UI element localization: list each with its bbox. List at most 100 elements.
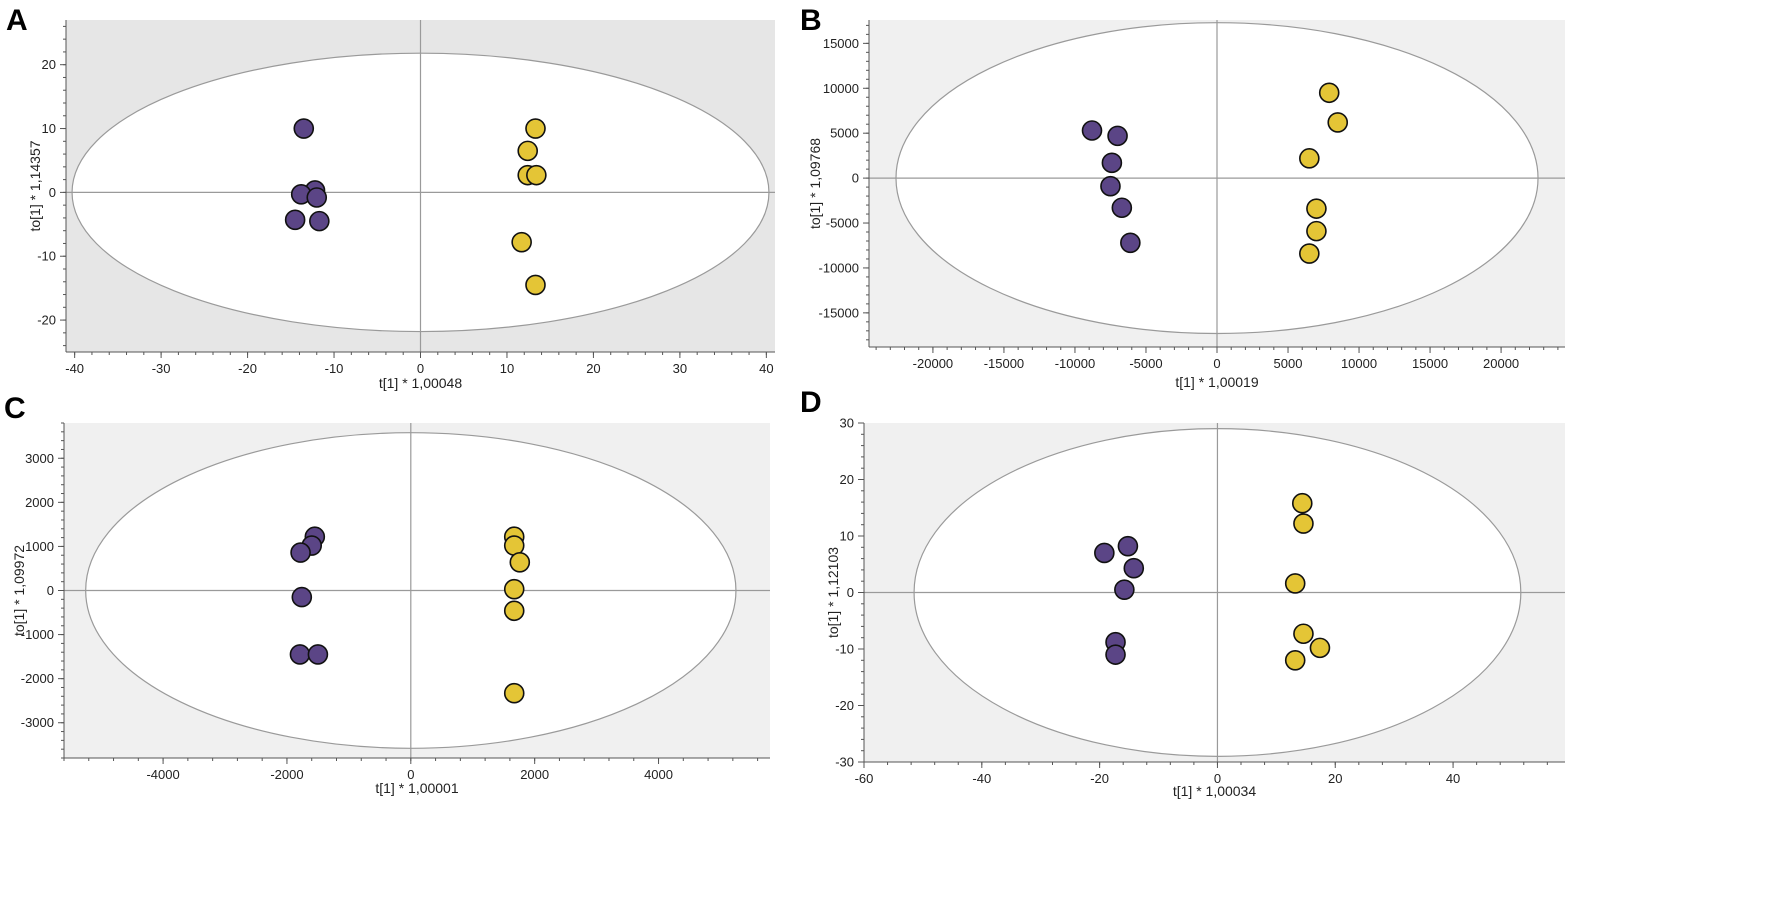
y-tick-label: 10000 — [823, 81, 859, 96]
series-2 — [503, 526, 531, 704]
x-tick-label: -20000 — [913, 356, 953, 371]
data-point — [1100, 175, 1121, 197]
panel-d: -60 -40 -20 0 20 40 -30 -20 -10 0 10 20 30 t[1] * 1,0… — [800, 386, 1565, 799]
x-tick-label: -60 — [855, 771, 874, 786]
x-tick-label: -15000 — [984, 356, 1024, 371]
y-tick-label: -10 — [37, 249, 56, 264]
y-axis-title: to[1] * 1,09768 — [807, 138, 823, 229]
x-tick-label: 10000 — [1341, 356, 1377, 371]
data-point — [1309, 637, 1331, 659]
data-point — [1327, 112, 1349, 133]
data-point — [291, 586, 313, 608]
y-tick-label: -10000 — [819, 260, 859, 275]
data-point — [1081, 120, 1103, 141]
y-tick-label: 30 — [840, 416, 854, 431]
y-tick-label: 20 — [42, 57, 56, 72]
panel-b: -20000 -15000 -10000 -5000 0 5000 10000 15000 20… — [800, 4, 1565, 390]
y-tick-label: -5000 — [826, 216, 859, 231]
y-tick-label: -30 — [835, 755, 854, 770]
data-point — [1284, 573, 1306, 594]
x-tick-label: 0 — [1214, 771, 1221, 786]
x-tick-label: 15000 — [1412, 356, 1448, 371]
y-tick-label: 15000 — [823, 36, 859, 51]
panel-c: -4000 -2000 0 2000 4000 -3000 -2000 -1000 0 1000 2… — [4, 392, 770, 796]
data-point — [517, 140, 539, 162]
y-tick-label: 20 — [840, 472, 854, 487]
data-point — [503, 578, 525, 600]
data-point — [290, 542, 311, 563]
x-tick-label: 5000 — [1274, 356, 1303, 371]
y-tick-label: 10 — [840, 529, 854, 544]
x-tick-label: 2000 — [520, 767, 549, 782]
x-tick-label: 40 — [1446, 771, 1460, 786]
series-1 — [289, 526, 329, 665]
data-point — [1299, 243, 1320, 264]
x-tick-label: 20000 — [1483, 356, 1519, 371]
x-tick-label: -2000 — [270, 767, 303, 782]
series-1 — [1081, 120, 1141, 254]
data-point — [1293, 513, 1314, 534]
data-point — [1120, 232, 1141, 254]
y-tick-label: -3000 — [21, 715, 54, 730]
y-tick-label: -10 — [835, 642, 854, 657]
data-point — [289, 644, 311, 665]
x-tick-label: 20 — [1328, 771, 1342, 786]
x-axis-title: t[1] * 1,00034 — [1173, 783, 1257, 799]
data-point — [1111, 197, 1133, 219]
data-point — [1101, 152, 1123, 174]
y-tick-label: 10 — [42, 121, 56, 136]
x-axis-title: t[1] * 1,00001 — [375, 780, 459, 796]
series-2 — [1299, 82, 1349, 264]
y-tick-label: 5000 — [830, 126, 859, 141]
y-tick-label: -20 — [37, 313, 56, 328]
x-tick-label: -10000 — [1055, 356, 1095, 371]
data-point — [1114, 579, 1135, 600]
x-axis-title: t[1] * 1,00019 — [1175, 374, 1259, 390]
x-axis-title: t[1] * 1,00048 — [379, 375, 463, 391]
data-point — [309, 210, 330, 232]
data-point — [525, 274, 546, 296]
x-tick-label: -20 — [1090, 771, 1109, 786]
x-tick-label: -5000 — [1129, 356, 1162, 371]
x-tick-label: -30 — [152, 361, 171, 376]
data-point — [503, 682, 525, 704]
panel-letter: B — [800, 4, 822, 37]
y-tick-label: 1000 — [25, 539, 54, 554]
data-point — [1299, 148, 1320, 169]
data-point — [511, 231, 532, 253]
data-point — [1107, 125, 1128, 147]
x-tick-label: 0 — [417, 361, 424, 376]
y-axis-title: to[1] * 1,12103 — [825, 547, 841, 638]
x-tick-label: -20 — [238, 361, 257, 376]
data-point — [1117, 535, 1139, 557]
y-tick-label: 0 — [49, 185, 56, 200]
y-tick-label: 3000 — [25, 451, 54, 466]
data-point — [1293, 623, 1314, 645]
y-tick-label: -20 — [835, 698, 854, 713]
y-tick-label: 2000 — [25, 495, 54, 510]
panel-letter: D — [800, 386, 822, 419]
x-tick-label: -40 — [65, 361, 84, 376]
series-2 — [511, 118, 547, 296]
data-point — [1123, 557, 1145, 579]
series-1 — [1094, 535, 1145, 665]
data-point — [525, 118, 546, 139]
x-tick-label: 20 — [586, 361, 600, 376]
y-tick-label: 0 — [847, 585, 854, 600]
x-tick-label: 30 — [673, 361, 687, 376]
y-tick-label: 0 — [852, 171, 859, 186]
data-point — [503, 600, 525, 622]
data-point — [284, 209, 306, 231]
y-tick-label: -15000 — [819, 305, 859, 320]
data-point — [293, 118, 315, 139]
y-tick-label: 0 — [47, 583, 54, 598]
data-point — [526, 164, 547, 186]
x-tick-label: 0 — [407, 767, 414, 782]
data-point — [1094, 542, 1115, 564]
data-point — [1105, 644, 1126, 665]
y-tick-label: -2000 — [21, 671, 54, 686]
data-point — [1318, 82, 1340, 104]
panel-a: -40 -30 -20 -10 0 10 20 30 40 -20 -10 0 10 20 t[1] * 1… — [6, 4, 775, 391]
data-point — [1306, 198, 1327, 219]
panel-letter: C — [4, 392, 26, 425]
